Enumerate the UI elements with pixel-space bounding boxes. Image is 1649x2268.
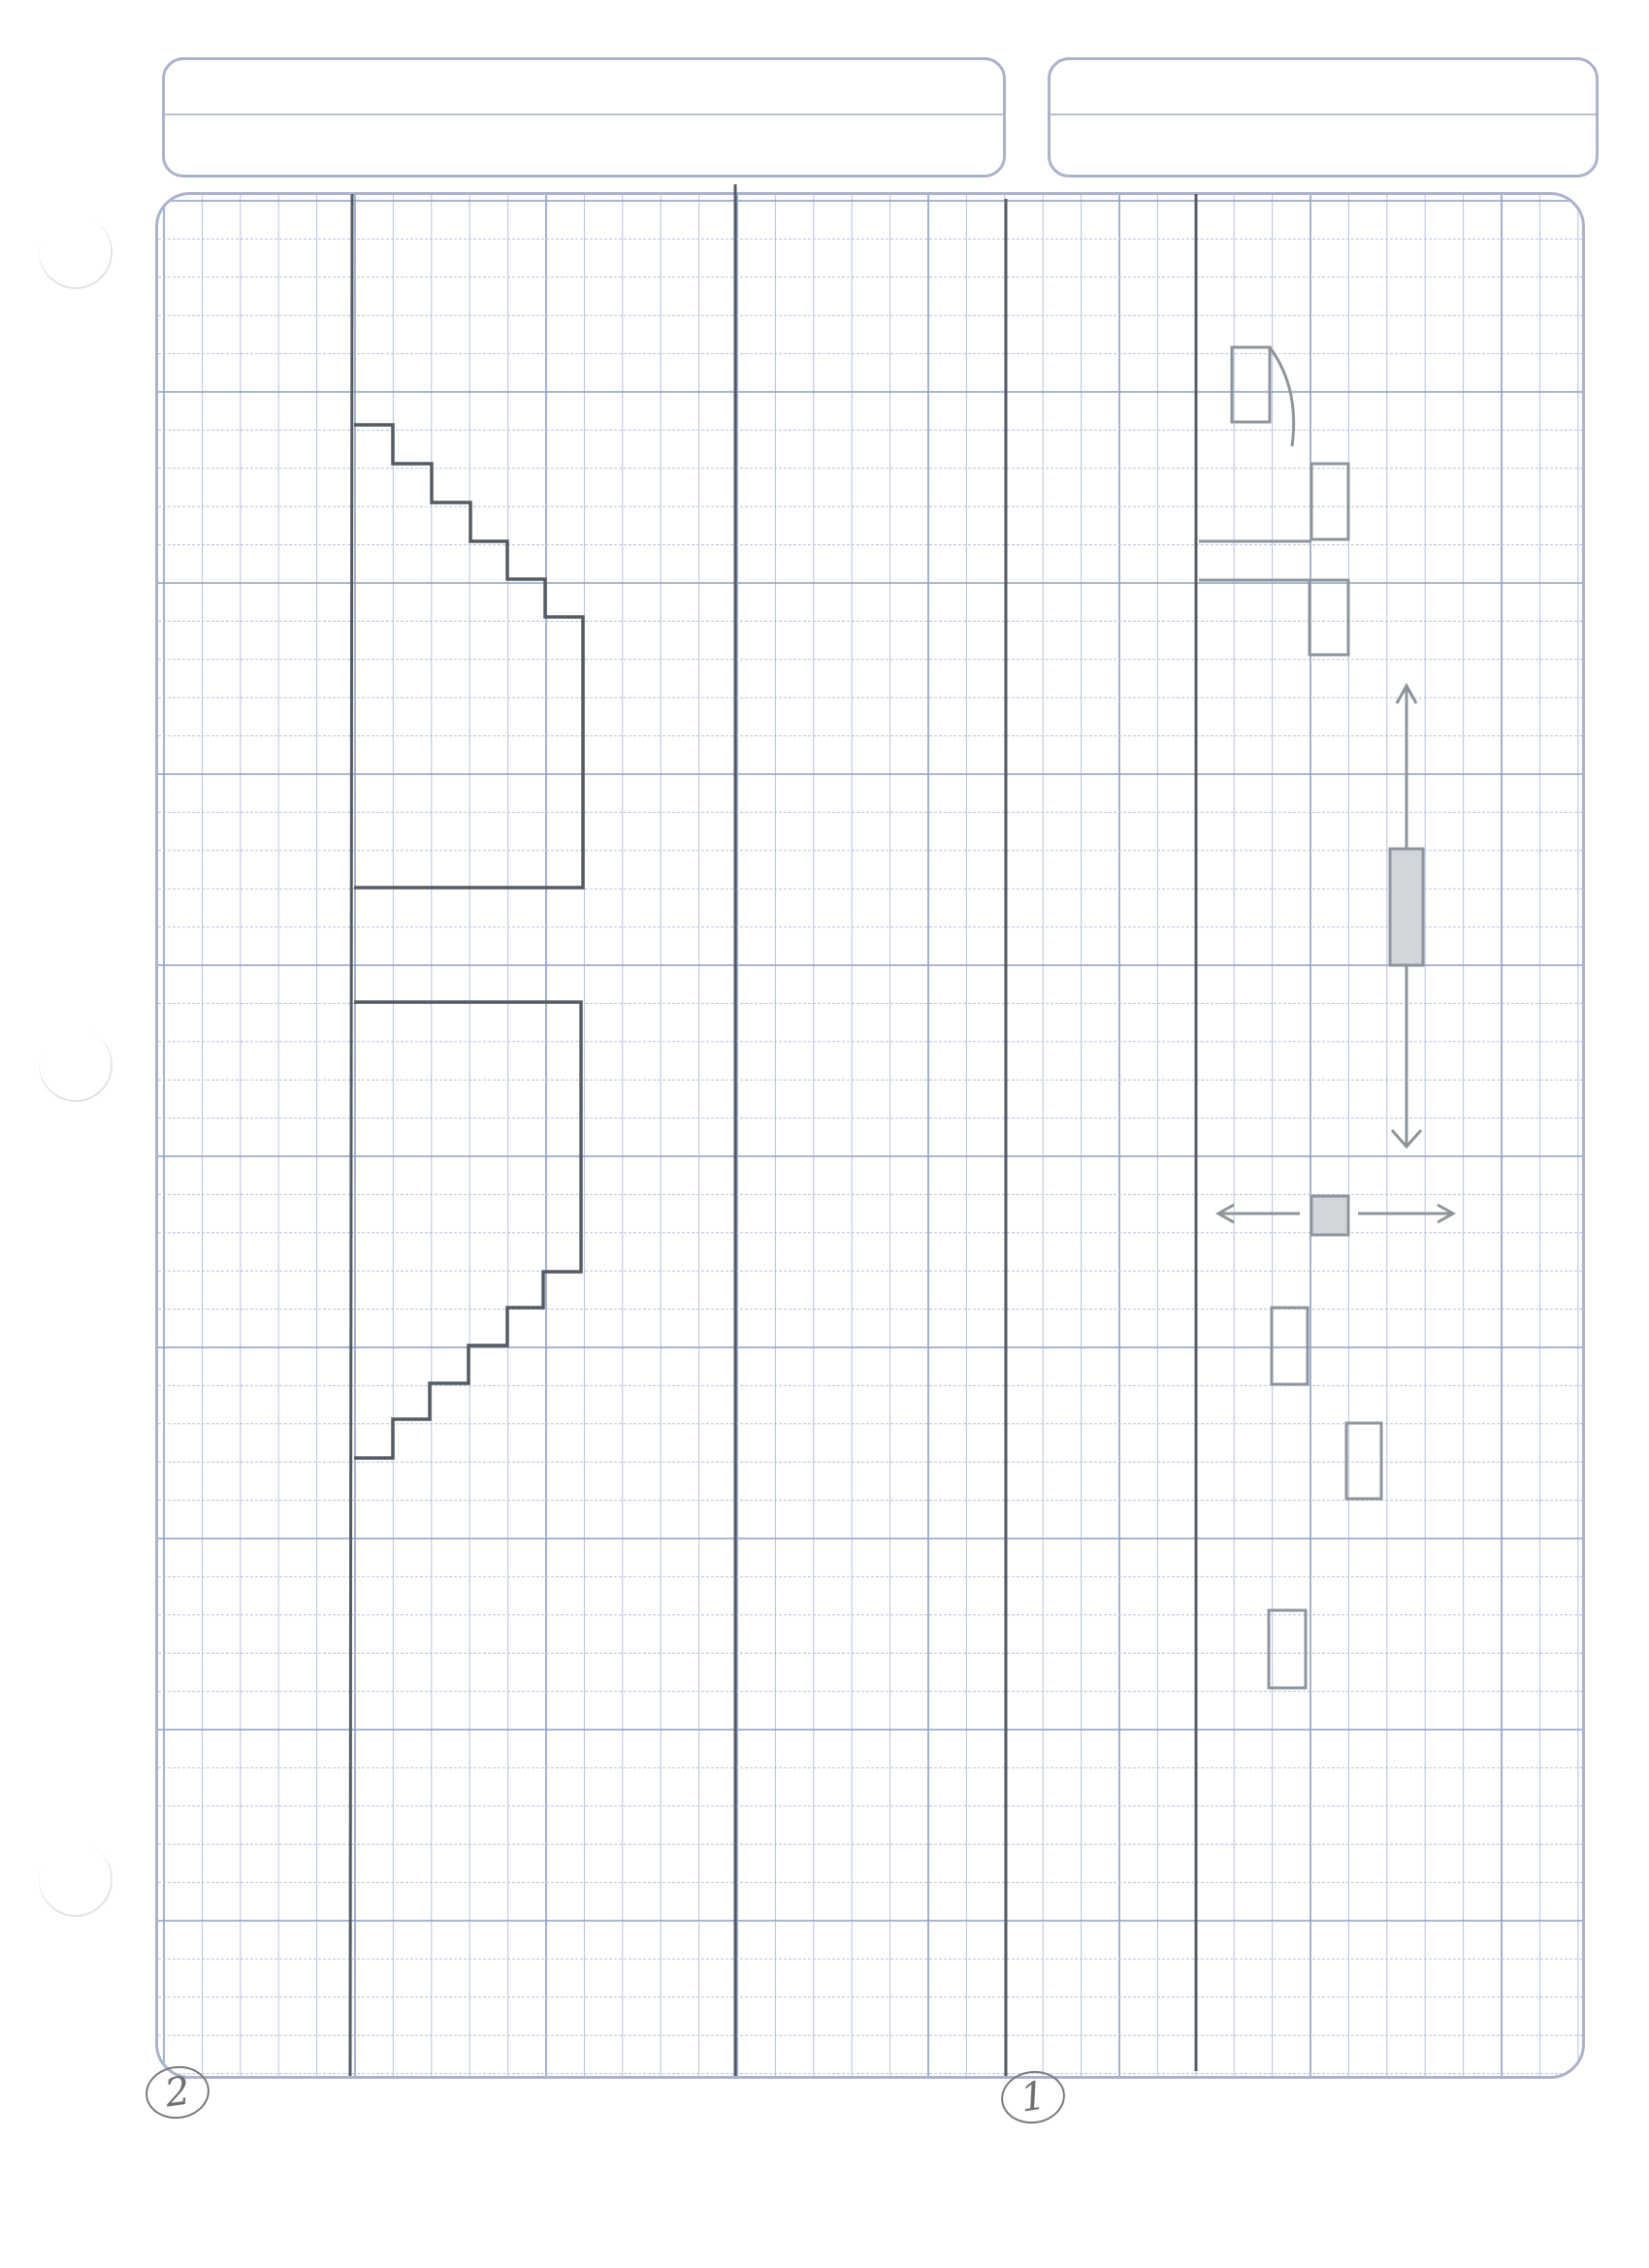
header-box-left <box>162 57 1006 178</box>
punch-hole-middle <box>28 1018 123 1113</box>
header-divider-right <box>1051 113 1596 115</box>
header-box-right <box>1048 57 1599 178</box>
punch-hole-bottom <box>28 1832 123 1928</box>
graph-paper-grid <box>155 192 1585 2079</box>
grid-lines <box>158 195 1582 2076</box>
punch-hole-top <box>28 205 123 300</box>
header-divider-left <box>165 113 1003 115</box>
